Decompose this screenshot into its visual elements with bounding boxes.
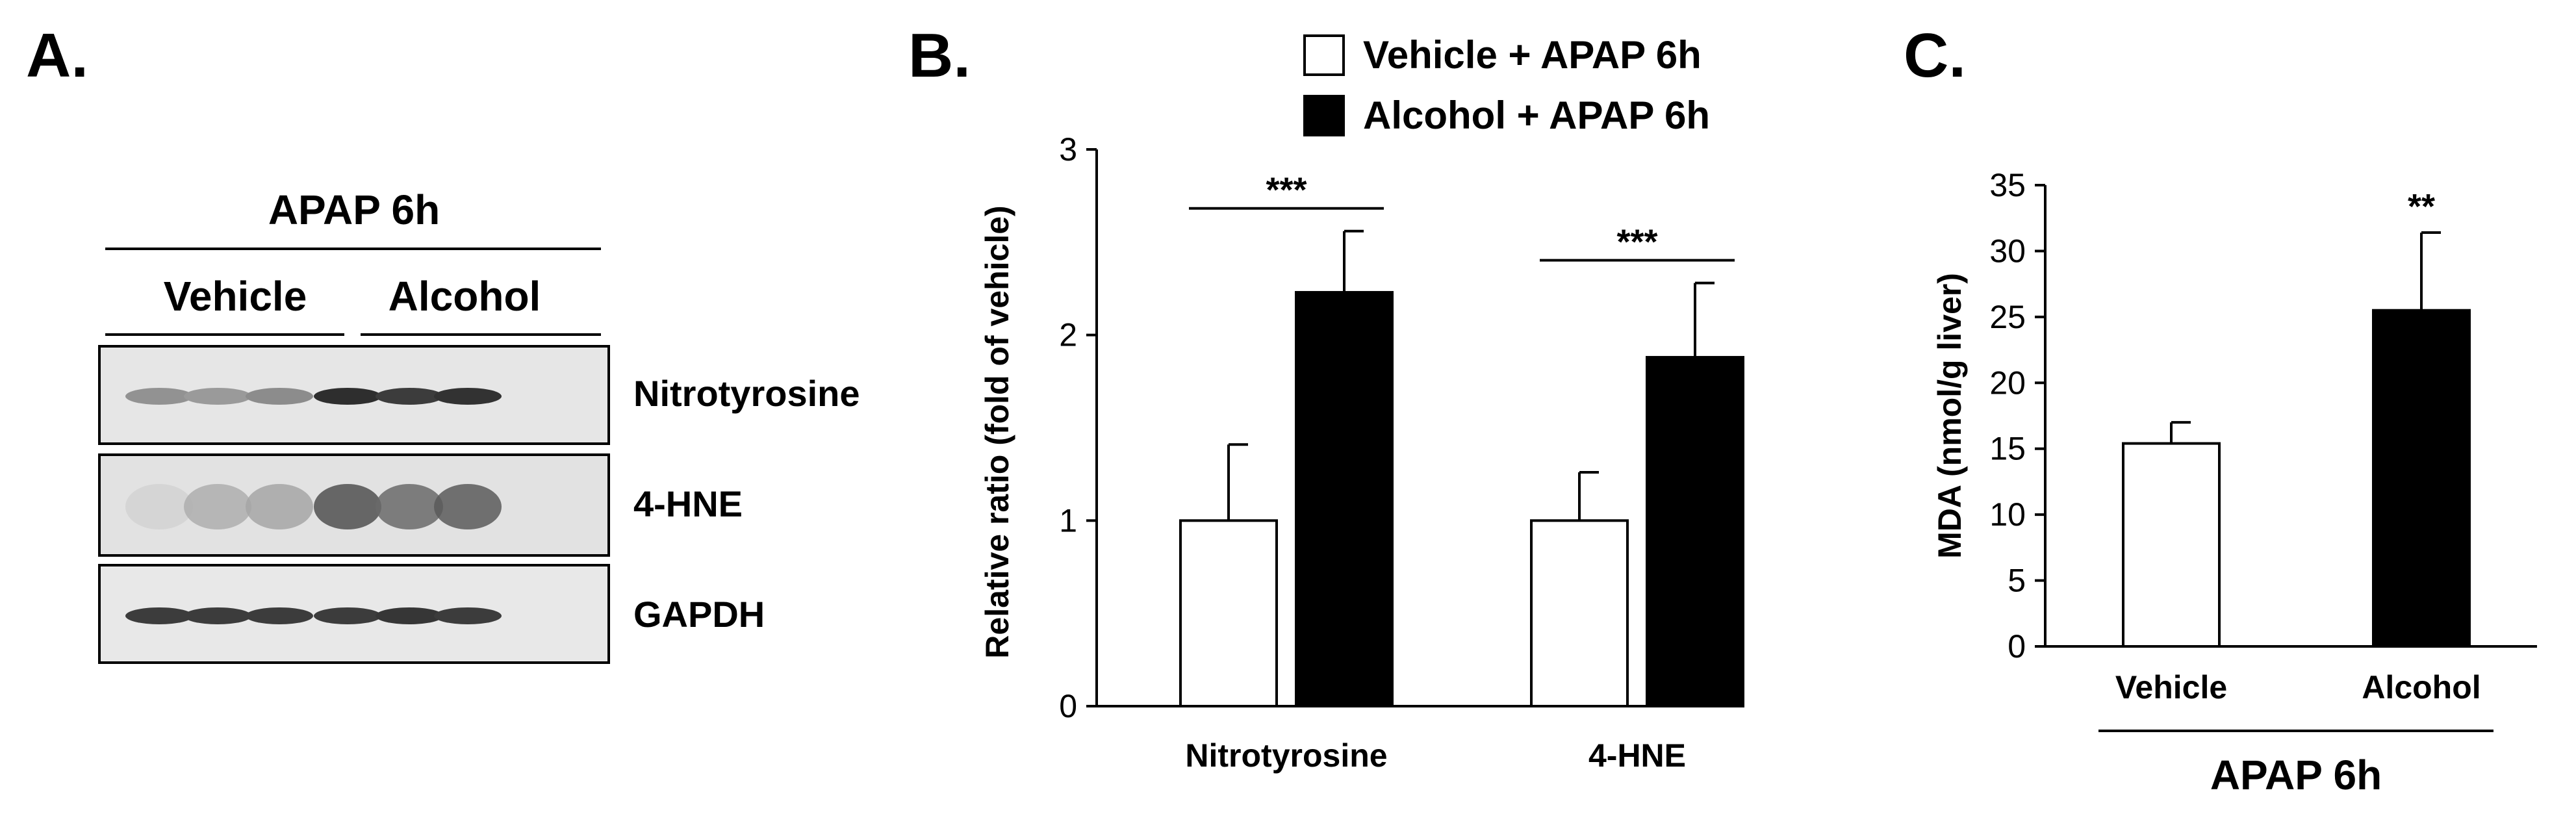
panel-c-letter: C. bbox=[1904, 21, 1966, 90]
band-4-hne-lane-5 bbox=[376, 484, 443, 529]
blot-gapdh: GAPDH bbox=[98, 564, 765, 664]
category-label-nitrotyrosine: Nitrotyrosine bbox=[1185, 737, 1387, 774]
y-tick-label-15: 15 bbox=[1989, 431, 2026, 467]
blot-label-4-hne: 4-HNE bbox=[633, 483, 743, 524]
band-gapdh-lane-2 bbox=[184, 607, 251, 624]
legend: Vehicle + APAP 6h Alcohol + APAP 6h bbox=[1303, 33, 1710, 137]
band-nitrotyrosine-lane-4 bbox=[314, 388, 381, 405]
blot-label-gapdh: GAPDH bbox=[633, 594, 765, 635]
band-nitrotyrosine-lane-6 bbox=[434, 388, 502, 405]
band-nitrotyrosine-lane-1 bbox=[125, 388, 193, 405]
y-axis-title-c: MDA (nmol/g liver) bbox=[1932, 273, 1968, 559]
blot-4-hne: 4-HNE bbox=[98, 453, 743, 557]
y-tick-label-30: 30 bbox=[1989, 233, 2026, 269]
band-gapdh-lane-1 bbox=[125, 607, 193, 624]
y-tick-label-2: 2 bbox=[1059, 317, 1077, 353]
y-tick-label-1: 1 bbox=[1059, 502, 1077, 539]
y-tick-label-35: 35 bbox=[1989, 167, 2026, 203]
band-4-hne-lane-3 bbox=[246, 484, 313, 529]
band-4-hne-lane-1 bbox=[125, 484, 193, 529]
band-nitrotyrosine-lane-2 bbox=[184, 388, 251, 405]
panel-a: A. APAP 6h Vehicle Alcohol Nitrotyrosine… bbox=[26, 21, 860, 664]
chart-b-plot: 0 1 2 3 *** Nitrotyrosine *** 4-HNE bbox=[1059, 131, 1744, 774]
panel-a-header: APAP 6h bbox=[268, 186, 440, 233]
bands-4-hne bbox=[125, 484, 502, 529]
group-label-vehicle: Vehicle bbox=[164, 273, 307, 320]
legend-label-vehicle: Vehicle + APAP 6h bbox=[1363, 33, 1702, 77]
significance-label-4-hne: *** bbox=[1616, 223, 1657, 262]
category-label-alcohol: Alcohol bbox=[2362, 669, 2480, 706]
significance-label-nitrotyrosine: *** bbox=[1266, 171, 1307, 210]
bar-nitrotyrosine-alcohol-apap-6h bbox=[1295, 290, 1394, 708]
band-gapdh-lane-3 bbox=[246, 607, 313, 624]
bar-alcohol bbox=[2372, 309, 2471, 648]
bar-4-hne-alcohol-apap-6h bbox=[1646, 355, 1744, 707]
legend-swatch-vehicle bbox=[1303, 34, 1345, 76]
y-tick-label-3: 3 bbox=[1059, 131, 1077, 168]
significance-label-alcohol: ** bbox=[2408, 187, 2435, 226]
band-4-hne-lane-6 bbox=[434, 484, 502, 529]
group-label-alcohol: Alcohol bbox=[389, 273, 541, 320]
y-tick-label-5: 5 bbox=[2008, 563, 2026, 599]
y-tick-label-25: 25 bbox=[1989, 299, 2026, 335]
panel-a-letter: A. bbox=[26, 21, 88, 90]
y-tick-label-0: 0 bbox=[1059, 688, 1077, 724]
band-gapdh-lane-4 bbox=[314, 607, 381, 624]
y-tick-label-10: 10 bbox=[1989, 496, 2026, 533]
bands-nitrotyrosine bbox=[125, 388, 502, 405]
group-label-c: APAP 6h bbox=[2210, 752, 2382, 798]
band-gapdh-lane-5 bbox=[376, 607, 443, 624]
panel-b-letter: B. bbox=[908, 21, 971, 90]
band-4-hne-lane-4 bbox=[314, 484, 381, 529]
y-tick-label-20: 20 bbox=[1989, 364, 2026, 401]
chart-c-plot: 0 5 10 15 20 25 30 35 Vehicle ** Alcohol bbox=[1989, 167, 2537, 706]
y-tick-label-0: 0 bbox=[2008, 628, 2026, 665]
category-label-vehicle: Vehicle bbox=[2115, 669, 2227, 706]
band-nitrotyrosine-lane-5 bbox=[376, 388, 443, 405]
category-label-4-hne: 4-HNE bbox=[1588, 737, 1686, 774]
y-axis-title-b: Relative ratio (fold of vehicle) bbox=[979, 205, 1015, 658]
band-nitrotyrosine-lane-3 bbox=[246, 388, 313, 405]
bands-gapdh bbox=[125, 607, 502, 624]
band-4-hne-lane-2 bbox=[184, 484, 251, 529]
blot-nitrotyrosine: Nitrotyrosine bbox=[98, 345, 860, 445]
blot-label-nitrotyrosine: Nitrotyrosine bbox=[633, 373, 860, 414]
bar-4-hne-vehicle-apap-6h bbox=[1530, 519, 1629, 707]
panel-b: B. Vehicle + APAP 6h Alcohol + APAP 6h R… bbox=[908, 21, 1744, 774]
bar-vehicle bbox=[2122, 442, 2221, 648]
panel-c: C. MDA (nmol/g liver) 0 5 10 15 20 25 30 35 Vehi… bbox=[1904, 21, 2537, 798]
legend-swatch-alcohol bbox=[1303, 95, 1345, 136]
legend-label-alcohol: Alcohol + APAP 6h bbox=[1363, 94, 1710, 137]
band-gapdh-lane-6 bbox=[434, 607, 502, 624]
bar-nitrotyrosine-vehicle-apap-6h bbox=[1179, 519, 1278, 707]
